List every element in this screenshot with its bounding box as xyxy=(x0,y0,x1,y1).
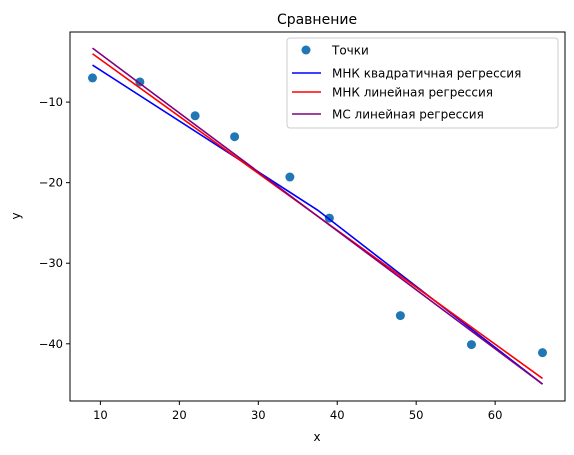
y-tick-label: −40 xyxy=(39,337,63,351)
scatter-point xyxy=(466,340,476,350)
chart-title: Сравнение xyxy=(277,12,357,28)
y-tick-label: −10 xyxy=(39,95,63,109)
legend-box xyxy=(286,37,559,129)
legend-label: МС линейная регрессия xyxy=(332,108,484,122)
scatter-point xyxy=(395,311,405,321)
y-tick-label: −30 xyxy=(39,256,63,270)
legend-label: МНК квадратичная регрессия xyxy=(332,67,521,81)
series-line-3 xyxy=(92,47,543,385)
x-axis: 10 20 30 40 50 60 xyxy=(93,401,502,422)
x-tick-label: 40 xyxy=(330,408,345,422)
x-tick-label: 20 xyxy=(172,408,187,422)
x-tick-label: 10 xyxy=(93,408,108,422)
y-axis: −10 −20 −30 −40 xyxy=(39,95,70,351)
y-axis-label: y xyxy=(9,212,23,219)
legend-scatter-marker xyxy=(301,45,311,55)
legend: Точки МНК квадратичная регрессия МНК линей… xyxy=(286,37,559,129)
scatter-point xyxy=(230,132,240,142)
x-tick-label: 30 xyxy=(251,408,266,422)
scatter-point xyxy=(190,111,200,121)
x-axis-label: x xyxy=(313,430,320,444)
scatter-point xyxy=(88,73,97,83)
scatter-point xyxy=(538,348,547,358)
axes-frame xyxy=(69,31,566,402)
x-tick-label: 50 xyxy=(409,408,424,422)
scatter-point xyxy=(285,172,295,182)
legend-label: Точки xyxy=(331,44,369,58)
plot-area xyxy=(88,47,547,385)
legend-label: МНК линейная регрессия xyxy=(332,86,493,100)
y-tick-label: −20 xyxy=(39,176,63,190)
series-line-1 xyxy=(92,64,543,385)
x-tick-label: 60 xyxy=(488,408,503,422)
